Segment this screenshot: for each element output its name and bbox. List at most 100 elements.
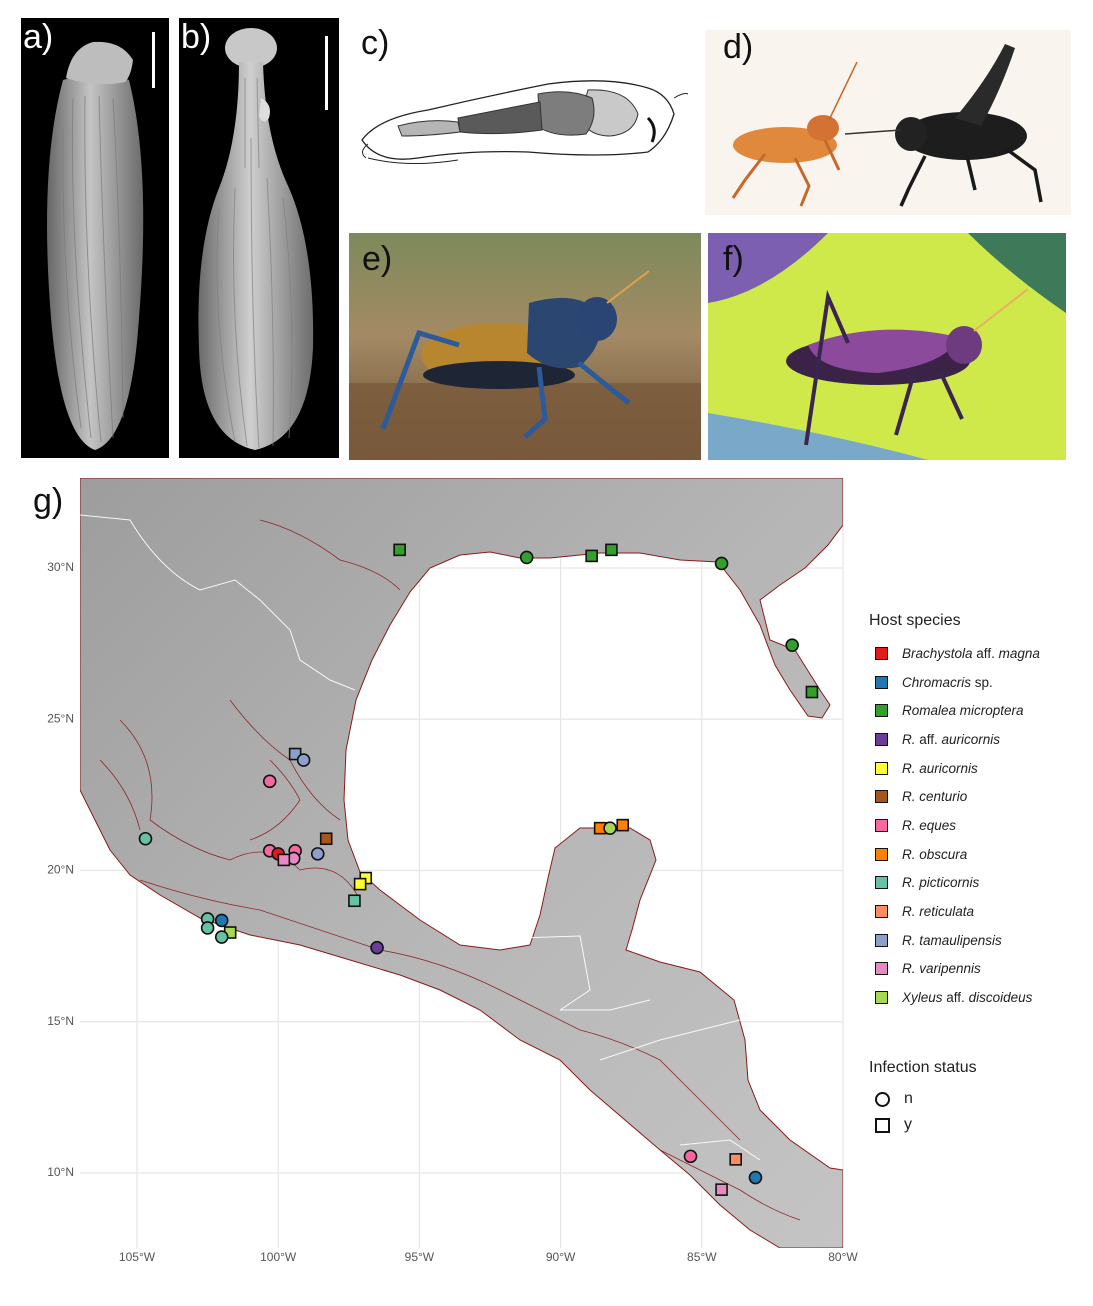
- legend-swatch: [875, 704, 888, 718]
- y-tick-label: 25°N: [47, 711, 74, 725]
- legend-item-infected-n: n: [869, 1086, 977, 1112]
- legend-item-r-centurio: R. centurio: [869, 782, 1089, 811]
- legend-item-r-auricornis: R. auricornis: [869, 754, 1089, 783]
- sample-point-uninfected: [214, 913, 229, 928]
- panel-f-grasshopper-photo: [708, 233, 1066, 460]
- x-tick-label: 95°W: [405, 1250, 435, 1264]
- sample-point-infected: [585, 549, 598, 563]
- legend-label: R. varipennis: [902, 961, 981, 977]
- legend-swatch: [875, 818, 888, 832]
- sample-point-uninfected: [748, 1170, 763, 1185]
- legend-label: R. tamaulipensis: [902, 932, 1002, 948]
- legend-item-chromacris: Chromacris sp.: [869, 668, 1089, 697]
- panel-label-f: f): [723, 240, 744, 278]
- legend-label: R. eques: [902, 817, 957, 833]
- legend-swatch: [875, 962, 888, 976]
- legend-item-r-aff-auricornis: R. aff. auricornis: [869, 725, 1089, 754]
- legend-label: Xyleus aff. discoideus: [902, 990, 1033, 1006]
- panel-a-sem-image: [21, 18, 169, 458]
- sample-point-uninfected: [519, 550, 534, 565]
- sample-point-infected: [715, 1183, 728, 1196]
- sample-point-uninfected: [214, 930, 229, 944]
- land-mass: [80, 478, 843, 1248]
- legend-label: Brachystola aff. magna: [902, 645, 1040, 661]
- panel-label-d: d): [723, 28, 754, 66]
- circle-marker-icon: [875, 1091, 890, 1107]
- sample-point-infected: [393, 543, 406, 557]
- sample-point-uninfected: [785, 638, 799, 652]
- sample-point-infected: [729, 1153, 742, 1166]
- panel-d-grasshopper-photo: [705, 30, 1071, 215]
- sample-point-uninfected: [683, 1149, 698, 1164]
- legend-swatch: [875, 732, 888, 746]
- panel-label-b: b): [181, 18, 212, 56]
- y-tick-label: 15°N: [47, 1014, 74, 1028]
- sample-point-uninfected: [714, 556, 729, 571]
- sample-point-uninfected: [296, 753, 311, 767]
- map-axis-ticks: 105°W 100°W 95°W 90°W 85°W 80°W 30°N 25°N 20°N 15…: [47, 560, 858, 1264]
- panel-label-c: c): [361, 24, 390, 62]
- panel-e-grasshopper-photo: [349, 233, 701, 460]
- y-tick-label: 30°N: [47, 560, 74, 574]
- legend-label: R. picticornis: [902, 875, 980, 891]
- legend-title-infection: Infection status: [869, 1059, 977, 1076]
- sample-points: [138, 543, 819, 1196]
- sample-point-infected: [353, 877, 367, 891]
- legend-swatch: [875, 675, 888, 689]
- legend-swatch: [875, 847, 888, 861]
- legend-label-n: n: [904, 1090, 913, 1107]
- x-tick-label: 85°W: [687, 1250, 717, 1264]
- legend-item-r-obscura: R. obscura: [869, 840, 1089, 869]
- legend-swatch: [875, 761, 888, 775]
- sample-point-uninfected: [200, 921, 215, 935]
- legend-label: Chromacris sp.: [902, 674, 993, 690]
- legend-label: R. reticulata: [902, 904, 975, 920]
- x-tick-label: 100°W: [260, 1250, 297, 1264]
- sample-map: 105°W 100°W 95°W 90°W 85°W 80°W 30°N 25°N 20°N 15…: [0, 470, 860, 1301]
- sample-point-uninfected: [370, 940, 384, 955]
- infection-status-legend: Infection status n y: [869, 1059, 977, 1138]
- sample-point-infected: [277, 853, 291, 867]
- legend-swatch: [875, 876, 888, 890]
- x-tick-label: 105°W: [119, 1250, 156, 1264]
- map-svg: 105°W 100°W 95°W 90°W 85°W 80°W 30°N 25°N 20°N 15…: [47, 478, 858, 1264]
- panel-label-a: a): [23, 18, 54, 56]
- host-species-legend: Host species Brachystola aff. magna Chrom…: [869, 612, 1089, 1012]
- legend-item-r-varipennis: R. varipennis: [869, 955, 1089, 984]
- y-tick-label: 20°N: [47, 863, 74, 877]
- square-marker-icon: [875, 1117, 890, 1133]
- panel-c-anatomy-drawing: [348, 18, 696, 218]
- legend-label: R. aff. auricornis: [902, 731, 1001, 747]
- legend-item-romalea: Romalea microptera: [869, 696, 1089, 725]
- legend-item-r-picticornis: R. picticornis: [869, 869, 1089, 898]
- x-tick-label: 90°W: [546, 1250, 576, 1264]
- x-tick-label: 80°W: [828, 1250, 858, 1264]
- y-tick-label: 10°N: [47, 1165, 74, 1179]
- panel-label-g: g): [33, 482, 64, 520]
- legend-label-y: y: [904, 1116, 912, 1133]
- host-legend-items: Brachystola aff. magna Chromacris sp. Roma…: [869, 639, 1089, 1012]
- sample-point-uninfected: [138, 831, 153, 846]
- legend-swatch: [875, 646, 888, 660]
- legend-label: R. centurio: [902, 789, 968, 805]
- elevation-contours: [99, 519, 801, 1221]
- sample-point-uninfected: [262, 774, 277, 789]
- legend-title-host: Host species: [869, 612, 961, 629]
- panel-label-e: e): [362, 240, 393, 278]
- sample-point-infected: [319, 832, 333, 846]
- legend-item-r-eques: R. eques: [869, 811, 1089, 840]
- sample-point-infected: [605, 543, 618, 557]
- sample-point-infected: [805, 685, 819, 699]
- sample-point-uninfected: [310, 847, 325, 861]
- legend-swatch: [875, 933, 888, 947]
- legend-swatch: [875, 905, 888, 919]
- panel-b-sem-image: [179, 18, 339, 458]
- sample-point-infected: [616, 818, 630, 832]
- legend-item-xyleus: Xyleus aff. discoideus: [869, 983, 1089, 1012]
- country-borders: [80, 514, 761, 1161]
- sample-point-uninfected: [603, 821, 617, 835]
- legend-label: R. auricornis: [902, 760, 978, 776]
- legend-item-infected-y: y: [869, 1112, 977, 1138]
- legend-swatch: [875, 790, 888, 804]
- legend-item-r-reticulata: R. reticulata: [869, 897, 1089, 926]
